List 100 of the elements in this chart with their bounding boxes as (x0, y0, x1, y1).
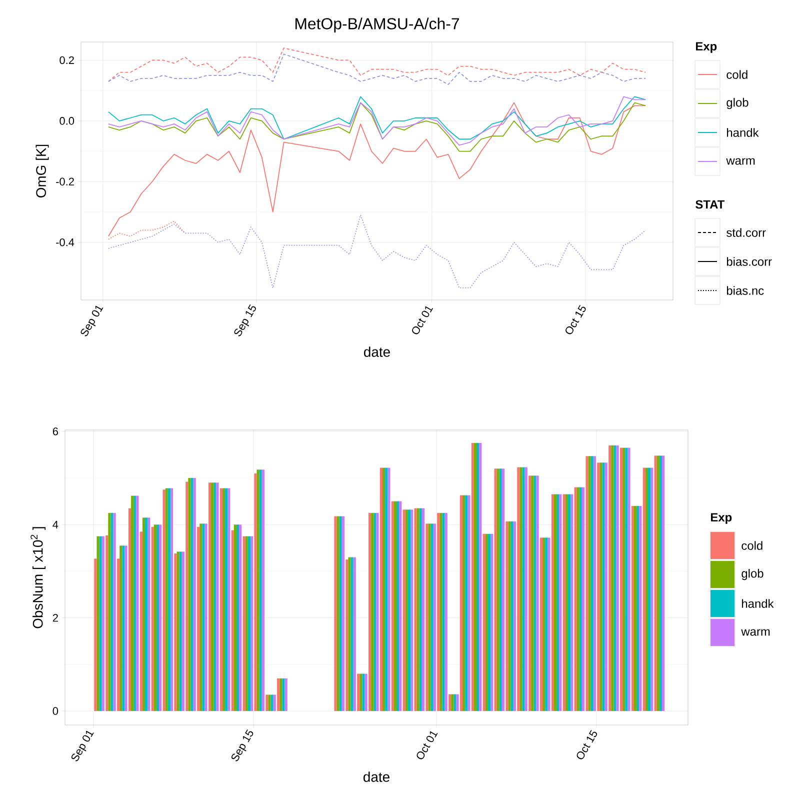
bar (451, 694, 454, 712)
bar (228, 488, 230, 712)
bar (419, 508, 422, 712)
bar (616, 445, 619, 712)
bar (528, 476, 532, 712)
bar (551, 494, 554, 712)
bar (422, 508, 425, 712)
bar (225, 488, 228, 712)
bar (360, 674, 362, 712)
bar (182, 552, 184, 712)
x-axis-title: date (364, 346, 390, 357)
bar (471, 443, 474, 712)
bar (590, 456, 594, 712)
bar (604, 462, 608, 712)
bar (508, 521, 511, 712)
y-tick-label: 4 (52, 520, 58, 528)
bar (448, 694, 452, 712)
x-tick-label: Oct 01 (416, 731, 438, 760)
y-tick-label: 0.0 (60, 117, 74, 125)
bar (268, 694, 271, 712)
bar (650, 468, 654, 712)
bar (266, 694, 268, 712)
bar (99, 536, 102, 712)
bar (442, 512, 445, 712)
bar (142, 518, 146, 712)
bar (110, 512, 114, 712)
y-tick-label: -0.2 (56, 178, 74, 186)
bar (510, 521, 514, 712)
bar (399, 501, 402, 712)
bar (394, 501, 397, 712)
bar (586, 456, 588, 712)
bar (376, 512, 379, 712)
bar (562, 494, 566, 712)
bar (482, 534, 486, 712)
bar (156, 524, 160, 712)
bar (280, 678, 282, 712)
bar (494, 468, 497, 712)
bar (506, 521, 508, 712)
bar (454, 694, 456, 712)
bar (556, 494, 560, 712)
bar (554, 494, 557, 712)
bar (568, 494, 571, 712)
bar (611, 445, 614, 712)
bar (342, 516, 344, 712)
bar (502, 468, 505, 712)
bar (170, 488, 174, 712)
bar (339, 516, 342, 712)
bar (517, 467, 520, 712)
bar (106, 535, 108, 712)
bar (408, 510, 411, 712)
bar (622, 448, 626, 712)
bar (220, 488, 222, 712)
bar (222, 488, 226, 712)
bar (579, 487, 582, 712)
bar (282, 678, 285, 712)
bar (490, 534, 494, 712)
legend-title: Exp (710, 513, 732, 524)
bar (124, 546, 128, 712)
bar (208, 482, 212, 712)
x-tick-label: Oct 15 (576, 730, 598, 760)
bar (426, 524, 428, 712)
line-series (108, 220, 186, 240)
x-axis-title: date (364, 772, 390, 782)
bar (645, 468, 648, 712)
bar (600, 462, 602, 712)
legend-label: handk (742, 599, 774, 608)
bar (608, 445, 612, 712)
bar (499, 468, 502, 712)
legend-label: warm (726, 158, 755, 165)
bar (634, 506, 637, 712)
bar (488, 534, 491, 712)
bar (380, 468, 382, 712)
bar (214, 482, 216, 712)
bar (231, 530, 234, 712)
bar (433, 524, 436, 712)
bar (625, 448, 628, 712)
bar (391, 501, 394, 712)
y-axis-title: ObsNum [ x10$^{2}$ ] (30, 527, 46, 628)
text: bias.nc (726, 286, 764, 295)
bar (576, 487, 580, 712)
bar (582, 487, 585, 712)
bar (542, 538, 546, 712)
bar (120, 546, 122, 712)
bar (94, 558, 97, 712)
bar (202, 524, 205, 712)
bar (131, 496, 134, 712)
y-axis-title: OmG [K] (36, 144, 49, 198)
x-tick-label: Oct 01 (412, 306, 434, 334)
bar (350, 557, 354, 712)
bar (204, 524, 208, 712)
bar (588, 456, 591, 712)
bar (270, 694, 274, 712)
bar (639, 506, 642, 712)
x-tick-label: Sep 01 (71, 730, 94, 762)
bar (262, 470, 264, 712)
text: bias.corr (726, 257, 772, 266)
text: std.corr (726, 228, 766, 237)
legend-label: handk (727, 128, 759, 137)
bar (236, 524, 240, 712)
bar (396, 501, 400, 712)
